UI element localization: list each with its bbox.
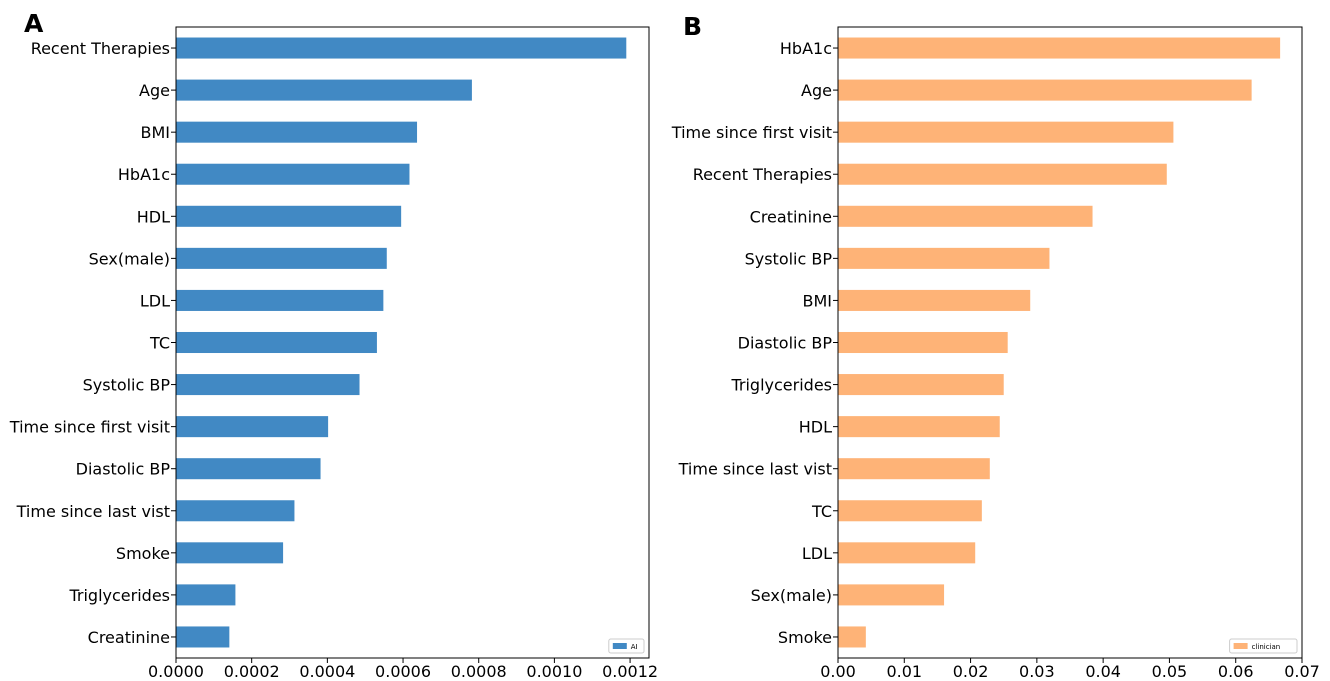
y-tick-label: Triglycerides — [730, 376, 832, 395]
y-tick-label: Time since first visit — [9, 418, 170, 437]
bar — [176, 542, 284, 564]
bar — [838, 500, 982, 522]
y-tick-label: Triglycerides — [68, 586, 170, 605]
y-tick-label: TC — [149, 334, 170, 353]
y-tick-label: LDL — [802, 544, 832, 563]
y-tick-label: HbA1c — [118, 165, 170, 184]
x-tick-label: 0.0002 — [224, 662, 280, 681]
bar — [838, 79, 1252, 101]
y-tick-label: HDL — [137, 207, 170, 226]
y-tick-label: LDL — [140, 291, 170, 310]
panel-label: B — [683, 12, 702, 41]
bar — [176, 458, 321, 480]
x-tick-label: 0.05 — [1152, 662, 1188, 681]
y-tick-label: Age — [139, 81, 170, 100]
legend-box — [1229, 638, 1298, 654]
legend-swatch — [612, 643, 627, 649]
y-tick-label: Diastolic BP — [76, 460, 171, 479]
y-tick-label: TC — [811, 502, 832, 521]
y-tick-label: Systolic BP — [83, 376, 171, 395]
bar — [176, 374, 360, 396]
bar — [838, 37, 1281, 59]
panel-label: A — [24, 9, 44, 38]
bar — [176, 79, 472, 101]
x-tick-label: 0.01 — [886, 662, 922, 681]
y-tick-label: Time since last vist — [16, 502, 170, 521]
y-tick-label: Creatinine — [750, 207, 832, 226]
legend: clinician — [1229, 638, 1298, 654]
bar — [176, 205, 402, 227]
y-tick-label: Recent Therapies — [693, 165, 832, 184]
bar — [838, 205, 1093, 227]
y-tick-label: Recent Therapies — [31, 39, 170, 58]
bar — [838, 331, 1008, 354]
axes-frame — [175, 26, 650, 659]
bar — [176, 247, 387, 269]
y-tick-label: Smoke — [116, 544, 170, 563]
x-tick-label: 0.03 — [1019, 662, 1055, 681]
bar — [176, 500, 295, 522]
x-tick-label: 0.07 — [1284, 662, 1320, 681]
legend: AI — [608, 638, 645, 654]
bar — [838, 584, 945, 606]
axes-frame — [837, 26, 1303, 659]
bar — [838, 121, 1174, 143]
bar — [838, 458, 990, 480]
x-tick-label: 0.0006 — [375, 662, 431, 681]
bar — [838, 416, 1000, 438]
y-tick-label: Smoke — [778, 628, 832, 647]
bar — [838, 374, 1004, 396]
bar — [176, 626, 230, 648]
bar — [176, 331, 377, 354]
y-tick-label: Diastolic BP — [738, 334, 833, 353]
bar — [838, 289, 1031, 311]
legend-swatch — [1233, 643, 1248, 649]
y-tick-label: Sex(male) — [751, 586, 832, 605]
bar — [176, 163, 410, 185]
y-tick-label: HDL — [799, 418, 832, 437]
x-tick-label: 0.0010 — [526, 662, 582, 681]
bar — [838, 163, 1167, 185]
x-tick-label: 0.04 — [1085, 662, 1121, 681]
y-tick-label: Time since first visit — [671, 123, 832, 142]
x-tick-label: 0.06 — [1218, 662, 1254, 681]
bar — [838, 542, 976, 564]
bar — [176, 416, 329, 438]
y-tick-label: Sex(male) — [89, 249, 170, 268]
bar — [176, 584, 236, 606]
y-tick-label: HbA1c — [780, 39, 832, 58]
bar — [176, 37, 627, 59]
y-tick-label: Creatinine — [88, 628, 170, 647]
y-tick-label: BMI — [141, 123, 171, 142]
x-tick-label: 0.0000 — [148, 662, 204, 681]
y-tick-label: Age — [801, 81, 832, 100]
y-tick-label: Time since last vist — [678, 460, 832, 479]
bar — [838, 626, 866, 648]
x-tick-label: 0.0008 — [451, 662, 507, 681]
legend-label: AI — [631, 643, 638, 651]
y-tick-label: BMI — [803, 291, 833, 310]
bar — [838, 247, 1050, 269]
x-tick-label: 0.00 — [820, 662, 856, 681]
y-tick-label: Systolic BP — [745, 249, 833, 268]
chart-panel-b: B HbA1c Age Time since first visit Recent Th… — [671, 12, 1320, 681]
x-tick-label: 0.0012 — [602, 662, 658, 681]
x-tick-label: 0.02 — [953, 662, 989, 681]
bar — [176, 121, 418, 143]
x-tick-label: 0.0004 — [299, 662, 355, 681]
legend-label: clinician — [1252, 643, 1281, 651]
bar — [176, 289, 384, 311]
